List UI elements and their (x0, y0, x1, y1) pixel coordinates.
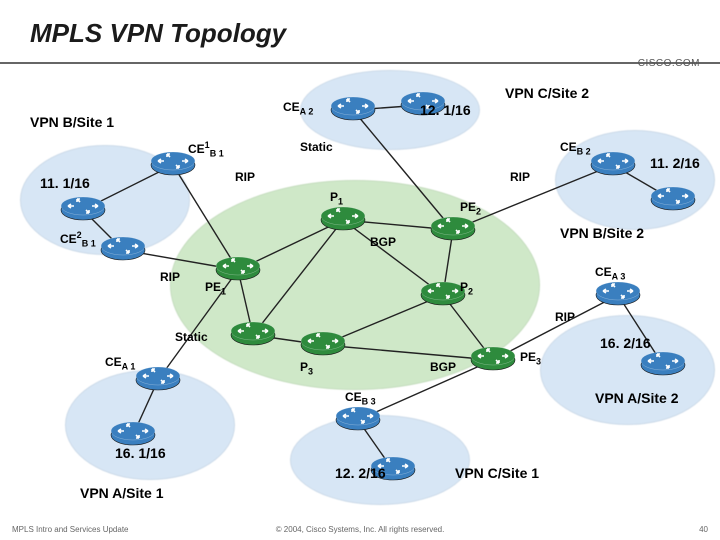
label-vpn-b-site1: VPN B/Site 1 (30, 114, 114, 130)
cisco-logo-text: CISCO.COM (638, 58, 700, 69)
router-p1 (320, 205, 366, 235)
router-pe3 (470, 345, 516, 375)
lbl-ceb3: CEB 3 (345, 390, 376, 406)
label-subnet-b1: 11. 1/16 (40, 175, 90, 191)
router-ce_a2 (330, 95, 376, 125)
lbl-p1: P1 (330, 190, 343, 206)
diagram-stage: VPN B/Site 1 11. 1/16 VPN C/Site 2 12. 1… (0, 70, 720, 510)
page-title: MPLS VPN Topology (30, 18, 286, 49)
label-vpn-c-site1: VPN C/Site 1 (455, 465, 539, 481)
label-subnet-c1: 12. 2/16 (335, 465, 386, 481)
footer-center: © 2004, Cisco Systems, Inc. All rights r… (0, 525, 720, 534)
router-ce_b3 (335, 405, 381, 435)
label-vpn-b-site2: VPN B/Site 2 (560, 225, 644, 241)
footer-right: 40 (699, 525, 708, 534)
lbl-cea1: CEA 1 (105, 355, 135, 371)
lbl-static1: Static (300, 140, 333, 154)
lbl-pe2: PE2 (460, 200, 481, 216)
router-ce_b1b (100, 235, 146, 265)
router-px (230, 320, 276, 350)
label-vpn-a-site2: VPN A/Site 2 (595, 390, 679, 406)
lbl-bgp2: BGP (430, 360, 456, 374)
router-pe2 (430, 215, 476, 245)
lbl-rip4: RIP (555, 310, 575, 324)
lbl-ceb2: CEB 2 (560, 140, 591, 156)
lbl-cea3: CEA 3 (595, 265, 625, 281)
header-rule (0, 56, 720, 70)
router-ce_b2 (590, 150, 636, 180)
router-r_b2 (650, 185, 696, 215)
router-p3 (300, 330, 346, 360)
label-subnet-c2: 12. 1/16 (420, 102, 471, 118)
lbl-rip2: RIP (160, 270, 180, 284)
lbl-p3: P3 (300, 360, 313, 376)
router-ce_a1 (135, 365, 181, 395)
lbl-pe3: PE3 (520, 350, 541, 366)
label-subnet-b2: 11. 2/16 (650, 155, 700, 171)
lbl-cea2: CEA 2 (283, 100, 313, 116)
lbl-ce1b1: CE1B 1 (188, 140, 224, 158)
lbl-rip3: RIP (510, 170, 530, 184)
router-r_b1 (60, 195, 106, 225)
lbl-p2: P2 (460, 280, 473, 296)
label-vpn-a-site1: VPN A/Site 1 (80, 485, 164, 501)
lbl-pe1: PE1 (205, 280, 226, 296)
lbl-rip1: RIP (235, 170, 255, 184)
label-vpn-c-site2: VPN C/Site 2 (505, 85, 589, 101)
label-subnet-a1: 16. 1/16 (115, 445, 166, 461)
label-subnet-a2: 16. 2/16 (600, 335, 651, 351)
router-r_a2 (640, 350, 686, 380)
lbl-static2: Static (175, 330, 208, 344)
lbl-ce2b1: CE2B 1 (60, 230, 96, 248)
router-ce_a3 (595, 280, 641, 310)
lbl-bgp1: BGP (370, 235, 396, 249)
cloud-a2 (540, 315, 715, 425)
